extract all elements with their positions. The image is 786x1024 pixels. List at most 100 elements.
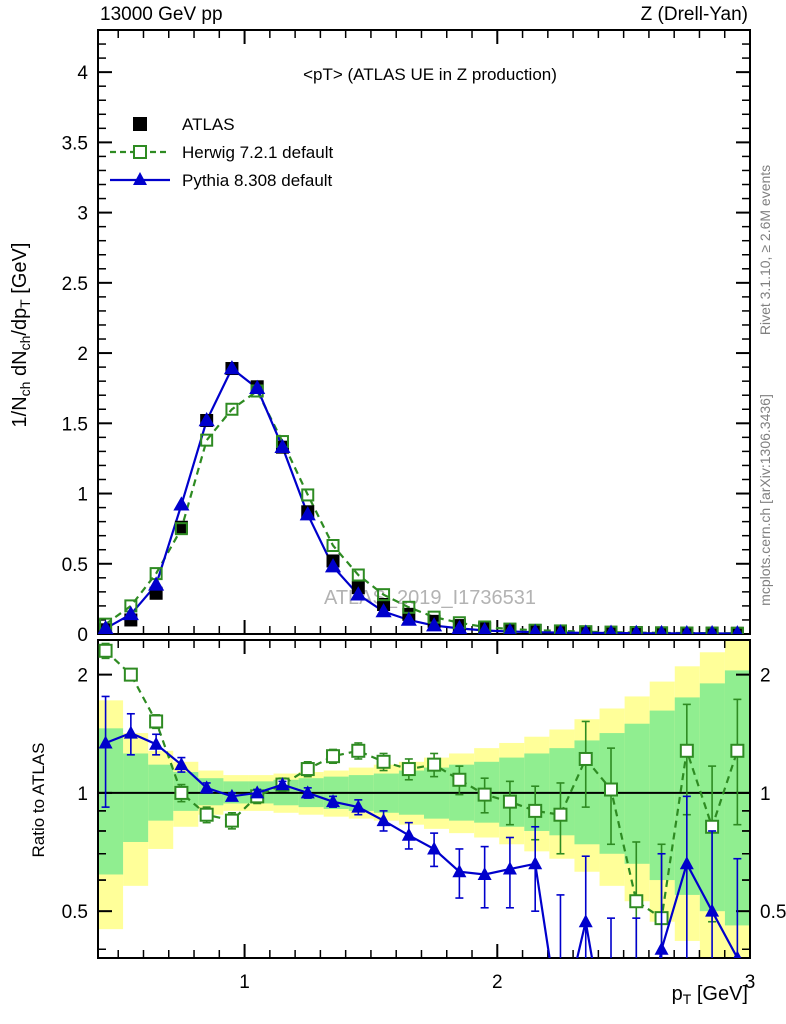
ratio-marker-pythia (199, 780, 214, 794)
ratio-marker-pythia (326, 794, 341, 808)
x-axis-label: pT [GeV] (672, 983, 748, 1007)
marker-pythia (554, 624, 567, 634)
ratio-marker-herwig (174, 785, 189, 800)
marker-pythia (631, 624, 642, 634)
marker-herwig (377, 588, 391, 602)
marker-herwig (351, 568, 365, 582)
marker-pythia (580, 624, 592, 634)
marker-pythia (451, 619, 468, 634)
ratio-marker-pythia (654, 941, 669, 955)
ratio-uncertainty-bands (98, 640, 750, 958)
marker-pythia (274, 438, 291, 453)
y-tick-label: 0 (77, 625, 88, 646)
y-tick-label: 1 (77, 485, 88, 506)
ratio-marker-herwig (401, 762, 416, 777)
ratio-marker-herwig (730, 743, 745, 758)
main-plot-frame (97, 29, 751, 635)
marker-pythia (223, 360, 240, 375)
ratio-marker-herwig (326, 749, 341, 764)
marker-herwig (225, 402, 239, 416)
header-right-label: Z (Drell-Yan) (641, 4, 748, 25)
ratio-y-tick-label: 1 (77, 784, 88, 805)
ratio-marker-pythia (351, 799, 366, 813)
ratio-marker-pythia (401, 827, 416, 841)
marker-pythia (173, 496, 190, 511)
ratio-series-group (98, 642, 745, 958)
main-y-axis-label: 1/Nch dNch/dpT [GeV] (9, 243, 33, 428)
y-tick-label: 2 (77, 344, 88, 365)
main-series-group (98, 360, 744, 634)
ratio-marker-herwig (351, 743, 366, 758)
ratio-marker-pythia (250, 785, 265, 799)
side-text-mcplots: mcplots.cern.ch [arXiv:1306.3436] (757, 394, 773, 606)
ratio-marker-pythia (452, 864, 467, 878)
ratio-marker-herwig (502, 794, 517, 809)
ratio-plot-frame (97, 639, 751, 959)
marker-pythia (299, 506, 316, 521)
ratio-marker-herwig (679, 743, 694, 758)
legend-marker-herwig (133, 145, 147, 159)
ratio-marker-herwig (199, 807, 214, 822)
ratio-marker-pythia (275, 777, 290, 791)
ratio-marker-pythia (477, 866, 492, 880)
band-inner-segment (123, 753, 149, 842)
x-tick-label: 2 (492, 972, 503, 993)
side-text-rivet: Rivet 3.1.10, ≥ 2.6M events (757, 165, 773, 335)
ratio-y-tick-label-right: 1 (760, 784, 771, 805)
ratio-marker-herwig (224, 813, 239, 828)
ratio-y-tick-label-right: 0.5 (760, 902, 786, 923)
ratio-marker-pythia (705, 903, 720, 917)
ratio-marker-herwig (578, 751, 593, 766)
legend-marker-pythia (133, 172, 147, 185)
ratio-line-herwig (104, 649, 739, 920)
marker-pythia (477, 622, 492, 634)
marker-pythia (98, 619, 114, 634)
ratio-y-tick-label-right: 2 (760, 666, 771, 687)
dataset-watermark: ATLAS_2019_I1736531 (324, 587, 536, 609)
legend-label-0: ATLAS (182, 115, 235, 134)
ratio-marker-pythia (578, 914, 593, 928)
marker-herwig (301, 488, 315, 502)
legend-label-2: Pythia 8.308 default (182, 171, 333, 190)
ratio-marker-pythia (679, 856, 694, 870)
marker-pythia (122, 605, 139, 621)
y-tick-label: 1.5 (62, 414, 88, 435)
ratio-y-tick-label: 0.5 (62, 902, 88, 923)
marker-pythia (198, 412, 215, 427)
marker-pythia (681, 624, 692, 634)
ratio-marker-pythia (300, 785, 315, 799)
ratio-marker-pythia (733, 950, 742, 958)
y-tick-label: 3.5 (62, 133, 88, 154)
marker-pythia (529, 623, 542, 634)
ratio-marker-herwig (149, 714, 164, 729)
main-plot-title: <pT> (ATLAS UE in Z production) (303, 65, 557, 84)
marker-pythia (148, 576, 165, 591)
marker-pythia (400, 611, 417, 626)
ratio-marker-pythia (376, 813, 391, 827)
ratio-marker-pythia (427, 841, 442, 855)
marker-pythia (503, 623, 517, 634)
marker-pythia (324, 558, 342, 573)
marker-pythia (656, 624, 667, 634)
legend (110, 117, 170, 185)
marker-pythia (249, 379, 266, 394)
ratio-marker-herwig (427, 757, 442, 772)
ratio-marker-herwig (604, 782, 619, 797)
x-tick-label: 3 (745, 972, 756, 993)
x-tick-label: 1 (239, 972, 250, 993)
ratio-marker-herwig (98, 643, 113, 658)
ratio-marker-pythia (224, 788, 239, 802)
marker-herwig (326, 539, 340, 553)
marker-herwig (200, 433, 214, 447)
marker-herwig (174, 522, 188, 536)
ratio-y-tick-label: 2 (77, 666, 88, 687)
y-tick-label: 0.5 (62, 555, 88, 576)
marker-pythia (706, 624, 718, 634)
band-inner-segment (98, 728, 124, 875)
ratio-marker-pythia (149, 736, 164, 750)
y-tick-label: 3 (77, 204, 88, 225)
marker-pythia (375, 603, 392, 618)
ratio-marker-pythia (528, 856, 543, 870)
